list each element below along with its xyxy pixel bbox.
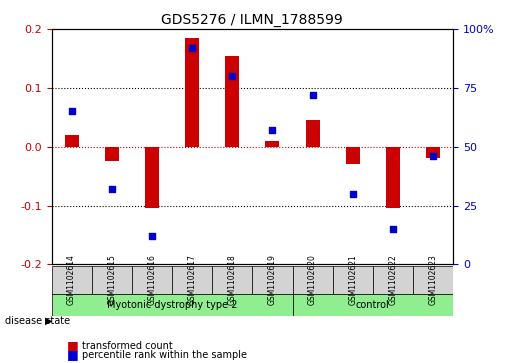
Text: GSM1102620: GSM1102620 [308, 254, 317, 306]
Text: GSM1102614: GSM1102614 [67, 254, 76, 306]
Text: GSM1102618: GSM1102618 [228, 255, 237, 305]
Point [349, 191, 357, 197]
Bar [265, 141, 280, 147]
Text: ▶: ▶ [45, 316, 53, 326]
FancyBboxPatch shape [172, 266, 212, 294]
Title: GDS5276 / ILMN_1788599: GDS5276 / ILMN_1788599 [162, 13, 343, 26]
FancyBboxPatch shape [52, 266, 92, 294]
Text: transformed count: transformed count [82, 340, 173, 351]
Text: GSM1102622: GSM1102622 [388, 255, 398, 305]
Text: GSM1102619: GSM1102619 [268, 254, 277, 306]
Point [108, 186, 116, 192]
FancyBboxPatch shape [52, 294, 293, 316]
Text: control: control [356, 300, 390, 310]
Point [228, 73, 236, 79]
FancyBboxPatch shape [413, 266, 453, 294]
Bar [145, 147, 159, 208]
Bar [346, 147, 360, 164]
FancyBboxPatch shape [293, 294, 453, 316]
Text: GSM1102617: GSM1102617 [187, 254, 197, 306]
Point [268, 127, 277, 133]
FancyBboxPatch shape [252, 266, 293, 294]
Point [67, 109, 76, 114]
Text: percentile rank within the sample: percentile rank within the sample [82, 350, 247, 360]
Text: GSM1102616: GSM1102616 [147, 254, 157, 306]
FancyBboxPatch shape [373, 266, 413, 294]
FancyBboxPatch shape [333, 266, 373, 294]
Bar [426, 147, 440, 159]
Bar [185, 38, 199, 147]
FancyBboxPatch shape [212, 266, 252, 294]
Bar [305, 120, 320, 147]
Text: ■: ■ [67, 348, 79, 362]
FancyBboxPatch shape [293, 266, 333, 294]
Text: ■: ■ [67, 339, 79, 352]
Point [148, 233, 156, 239]
Bar [105, 147, 119, 162]
Text: GSM1102621: GSM1102621 [348, 255, 357, 305]
FancyBboxPatch shape [132, 266, 172, 294]
FancyBboxPatch shape [92, 266, 132, 294]
Text: GSM1102615: GSM1102615 [107, 254, 116, 306]
Point [188, 45, 196, 51]
Point [389, 226, 397, 232]
Text: Myotonic dystrophy type 2: Myotonic dystrophy type 2 [107, 300, 237, 310]
Point [308, 92, 317, 98]
Bar [225, 56, 239, 147]
Text: GSM1102623: GSM1102623 [428, 254, 438, 306]
Point [429, 153, 437, 159]
Bar [386, 147, 400, 208]
Bar [64, 135, 79, 147]
Text: disease state: disease state [5, 316, 70, 326]
